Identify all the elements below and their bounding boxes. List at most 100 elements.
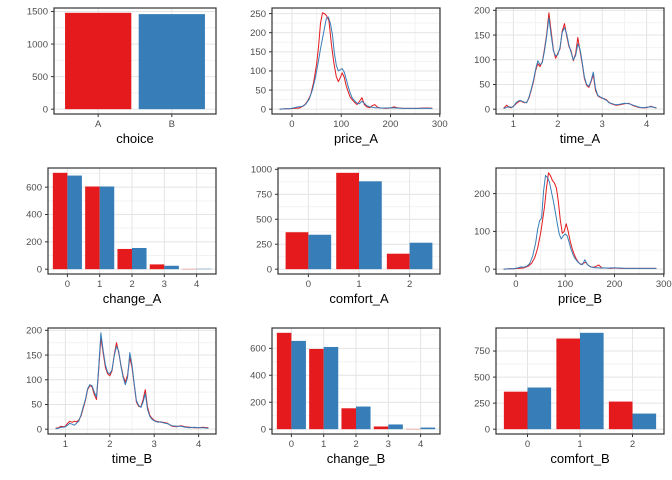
y-tick-label: 600: [26, 182, 42, 193]
x-tick-label: 3: [386, 439, 391, 450]
bar-change_A-1-red: [85, 186, 100, 270]
bar-change_B-0-blue: [291, 340, 306, 430]
bar-change_B-1-blue: [323, 346, 339, 430]
y-tick-label: 250: [250, 9, 266, 20]
bar-comfort_A-2-red: [386, 253, 410, 270]
chart-cell-1: 0 50 100 150 200 250 0 100 200 300 price_A: [224, 0, 448, 160]
y-tick-label: 100: [26, 375, 42, 386]
density-line-price_B-red: [503, 172, 657, 270]
y-tick-label: 500: [32, 72, 48, 83]
bar-comfort_B-2-red: [608, 401, 633, 430]
chart-canvas-comfort_B: 0 250 500 750 0 1 2 comfort_B: [474, 327, 665, 466]
density-line-price_B-blue: [503, 175, 657, 270]
y-tick-label: 1000: [251, 165, 272, 176]
x-tick-label: 3: [600, 119, 605, 130]
chart-cell-3: 0 200 400 600 0 1 2 3 4 change_A: [0, 160, 224, 320]
bar-comfort_A-0-red: [285, 232, 309, 270]
y-tick-label: 400: [26, 210, 42, 221]
y-tick-label: 200: [250, 28, 266, 39]
x-tick-label: 0: [525, 439, 530, 450]
bar-comfort_A-0-blue: [308, 234, 332, 270]
bar-comfort_B-0-blue: [527, 387, 552, 430]
x-tick-label: 2: [353, 439, 358, 450]
x-tick-label: 200: [607, 279, 623, 290]
y-tick-label: 200: [26, 237, 42, 248]
y-tick-label: 1500: [27, 7, 48, 18]
bar-change_B-1-red: [309, 348, 324, 430]
chart-canvas-time_A: 0 50 100 150 200 1 2 3 4 time_A: [474, 6, 665, 146]
bar-change_A-2-red: [117, 248, 132, 270]
bar-comfort_A-1-blue: [359, 181, 382, 270]
y-tick-label: 0: [261, 104, 266, 115]
chart-cell-4: 0 250 500 750 1000 0 1 2 comfort_A: [224, 160, 448, 320]
chart-canvas-price_A: 0 50 100 150 200 250 0 100 200 300 price_A: [250, 7, 448, 146]
x-axis-title-change_A: change_A: [103, 291, 162, 306]
x-tick-label: 2: [107, 439, 112, 450]
y-tick-label: 500: [256, 214, 272, 225]
y-tick-label: 200: [26, 326, 42, 337]
x-tick-label: 1: [511, 119, 516, 130]
bar-change_A-0-red: [52, 172, 68, 270]
y-tick-label: 50: [479, 80, 490, 91]
chart-canvas-comfort_A: 0 250 500 750 1000 0 1 2 comfort_A: [251, 165, 441, 306]
y-tick-label: 50: [31, 400, 42, 411]
bar-choice-B: [138, 14, 205, 110]
y-tick-label: 50: [255, 85, 266, 96]
panel-border: [47, 327, 217, 435]
x-tick-label: 4: [644, 119, 649, 130]
chart-cell-2: 0 50 100 150 200 1 2 3 4 time_A: [448, 0, 672, 160]
x-tick-label: 1: [63, 439, 68, 450]
y-tick-label: 250: [474, 398, 490, 409]
x-tick-label: 3: [152, 439, 157, 450]
x-axis-title-time_B: time_B: [112, 451, 152, 466]
x-tick-label: 4: [418, 439, 423, 450]
x-tick-label: 300: [432, 119, 448, 130]
y-tick-label: 1000: [27, 39, 48, 50]
bar-comfort_B-0-red: [503, 391, 528, 430]
y-tick-label: 150: [250, 47, 266, 58]
chart-canvas-price_B: 0 100 200 0 100 200 300 price_B: [474, 167, 672, 306]
x-tick-label: 4: [194, 279, 199, 290]
y-tick-label: 100: [250, 66, 266, 77]
y-tick-label: 600: [250, 344, 266, 355]
panel-border: [495, 7, 665, 115]
x-axis-title-comfort_B: comfort_B: [550, 451, 609, 466]
x-tick-label: 2: [555, 119, 560, 130]
x-tick-label: 1: [356, 279, 361, 290]
x-tick-label: 0: [513, 279, 518, 290]
bar-change_A-2-blue: [132, 247, 147, 270]
y-tick-label: 0: [261, 424, 266, 435]
y-tick-label: 0: [485, 104, 490, 115]
x-tick-label: 200: [383, 119, 399, 130]
x-tick-label: 1: [321, 439, 326, 450]
panel-border: [53, 7, 217, 115]
y-tick-label: 500: [474, 372, 490, 383]
x-tick-label: 0: [65, 279, 70, 290]
panel-border: [495, 167, 665, 275]
x-axis-title-change_B: change_B: [327, 451, 386, 466]
bar-comfort_B-1-blue: [580, 332, 604, 430]
bar-change_B-3-red: [373, 426, 389, 430]
chart-canvas-change_A: 0 200 400 600 0 1 2 3 4 change_A: [26, 167, 217, 306]
x-tick-label: 100: [333, 119, 349, 130]
x-axis-title-comfort_A: comfort_A: [329, 291, 389, 306]
y-tick-label: 250: [256, 239, 272, 250]
x-tick-label: 2: [129, 279, 134, 290]
y-tick-label: 750: [256, 189, 272, 200]
bar-comfort_A-2-blue: [409, 242, 433, 270]
y-tick-label: 200: [250, 397, 266, 408]
bar-change_A-0-blue: [67, 175, 82, 270]
bar-change_B-3-blue: [388, 424, 403, 430]
y-tick-label: 0: [37, 264, 42, 275]
bar-change_B-0-red: [276, 332, 292, 430]
y-tick-label: 150: [26, 350, 42, 361]
chart-cell-8: 0 250 500 750 0 1 2 comfort_B: [448, 320, 672, 480]
x-axis-title-price_A: price_A: [334, 131, 378, 146]
x-tick-label: 0: [289, 119, 294, 130]
x-axis-title-price_B: price_B: [558, 291, 602, 306]
x-tick-label: 0: [289, 439, 294, 450]
bar-choice-A: [65, 12, 132, 110]
